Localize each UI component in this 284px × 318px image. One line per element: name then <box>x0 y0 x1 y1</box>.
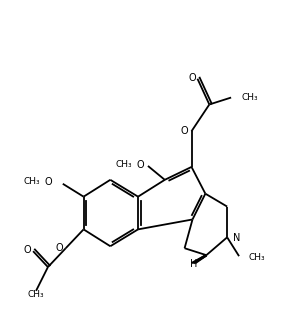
Text: O: O <box>189 73 197 83</box>
Text: CH₃: CH₃ <box>241 93 258 102</box>
Text: H: H <box>190 259 197 269</box>
Text: CH₃: CH₃ <box>23 177 40 186</box>
Text: O: O <box>55 243 63 253</box>
Text: O: O <box>44 177 52 187</box>
Text: O: O <box>24 245 31 255</box>
Text: CH₃: CH₃ <box>249 252 266 262</box>
Text: CH₃: CH₃ <box>28 290 44 299</box>
Text: O: O <box>181 126 189 136</box>
Text: N: N <box>233 233 241 243</box>
Text: CH₃: CH₃ <box>116 161 132 169</box>
Text: O: O <box>136 160 144 170</box>
